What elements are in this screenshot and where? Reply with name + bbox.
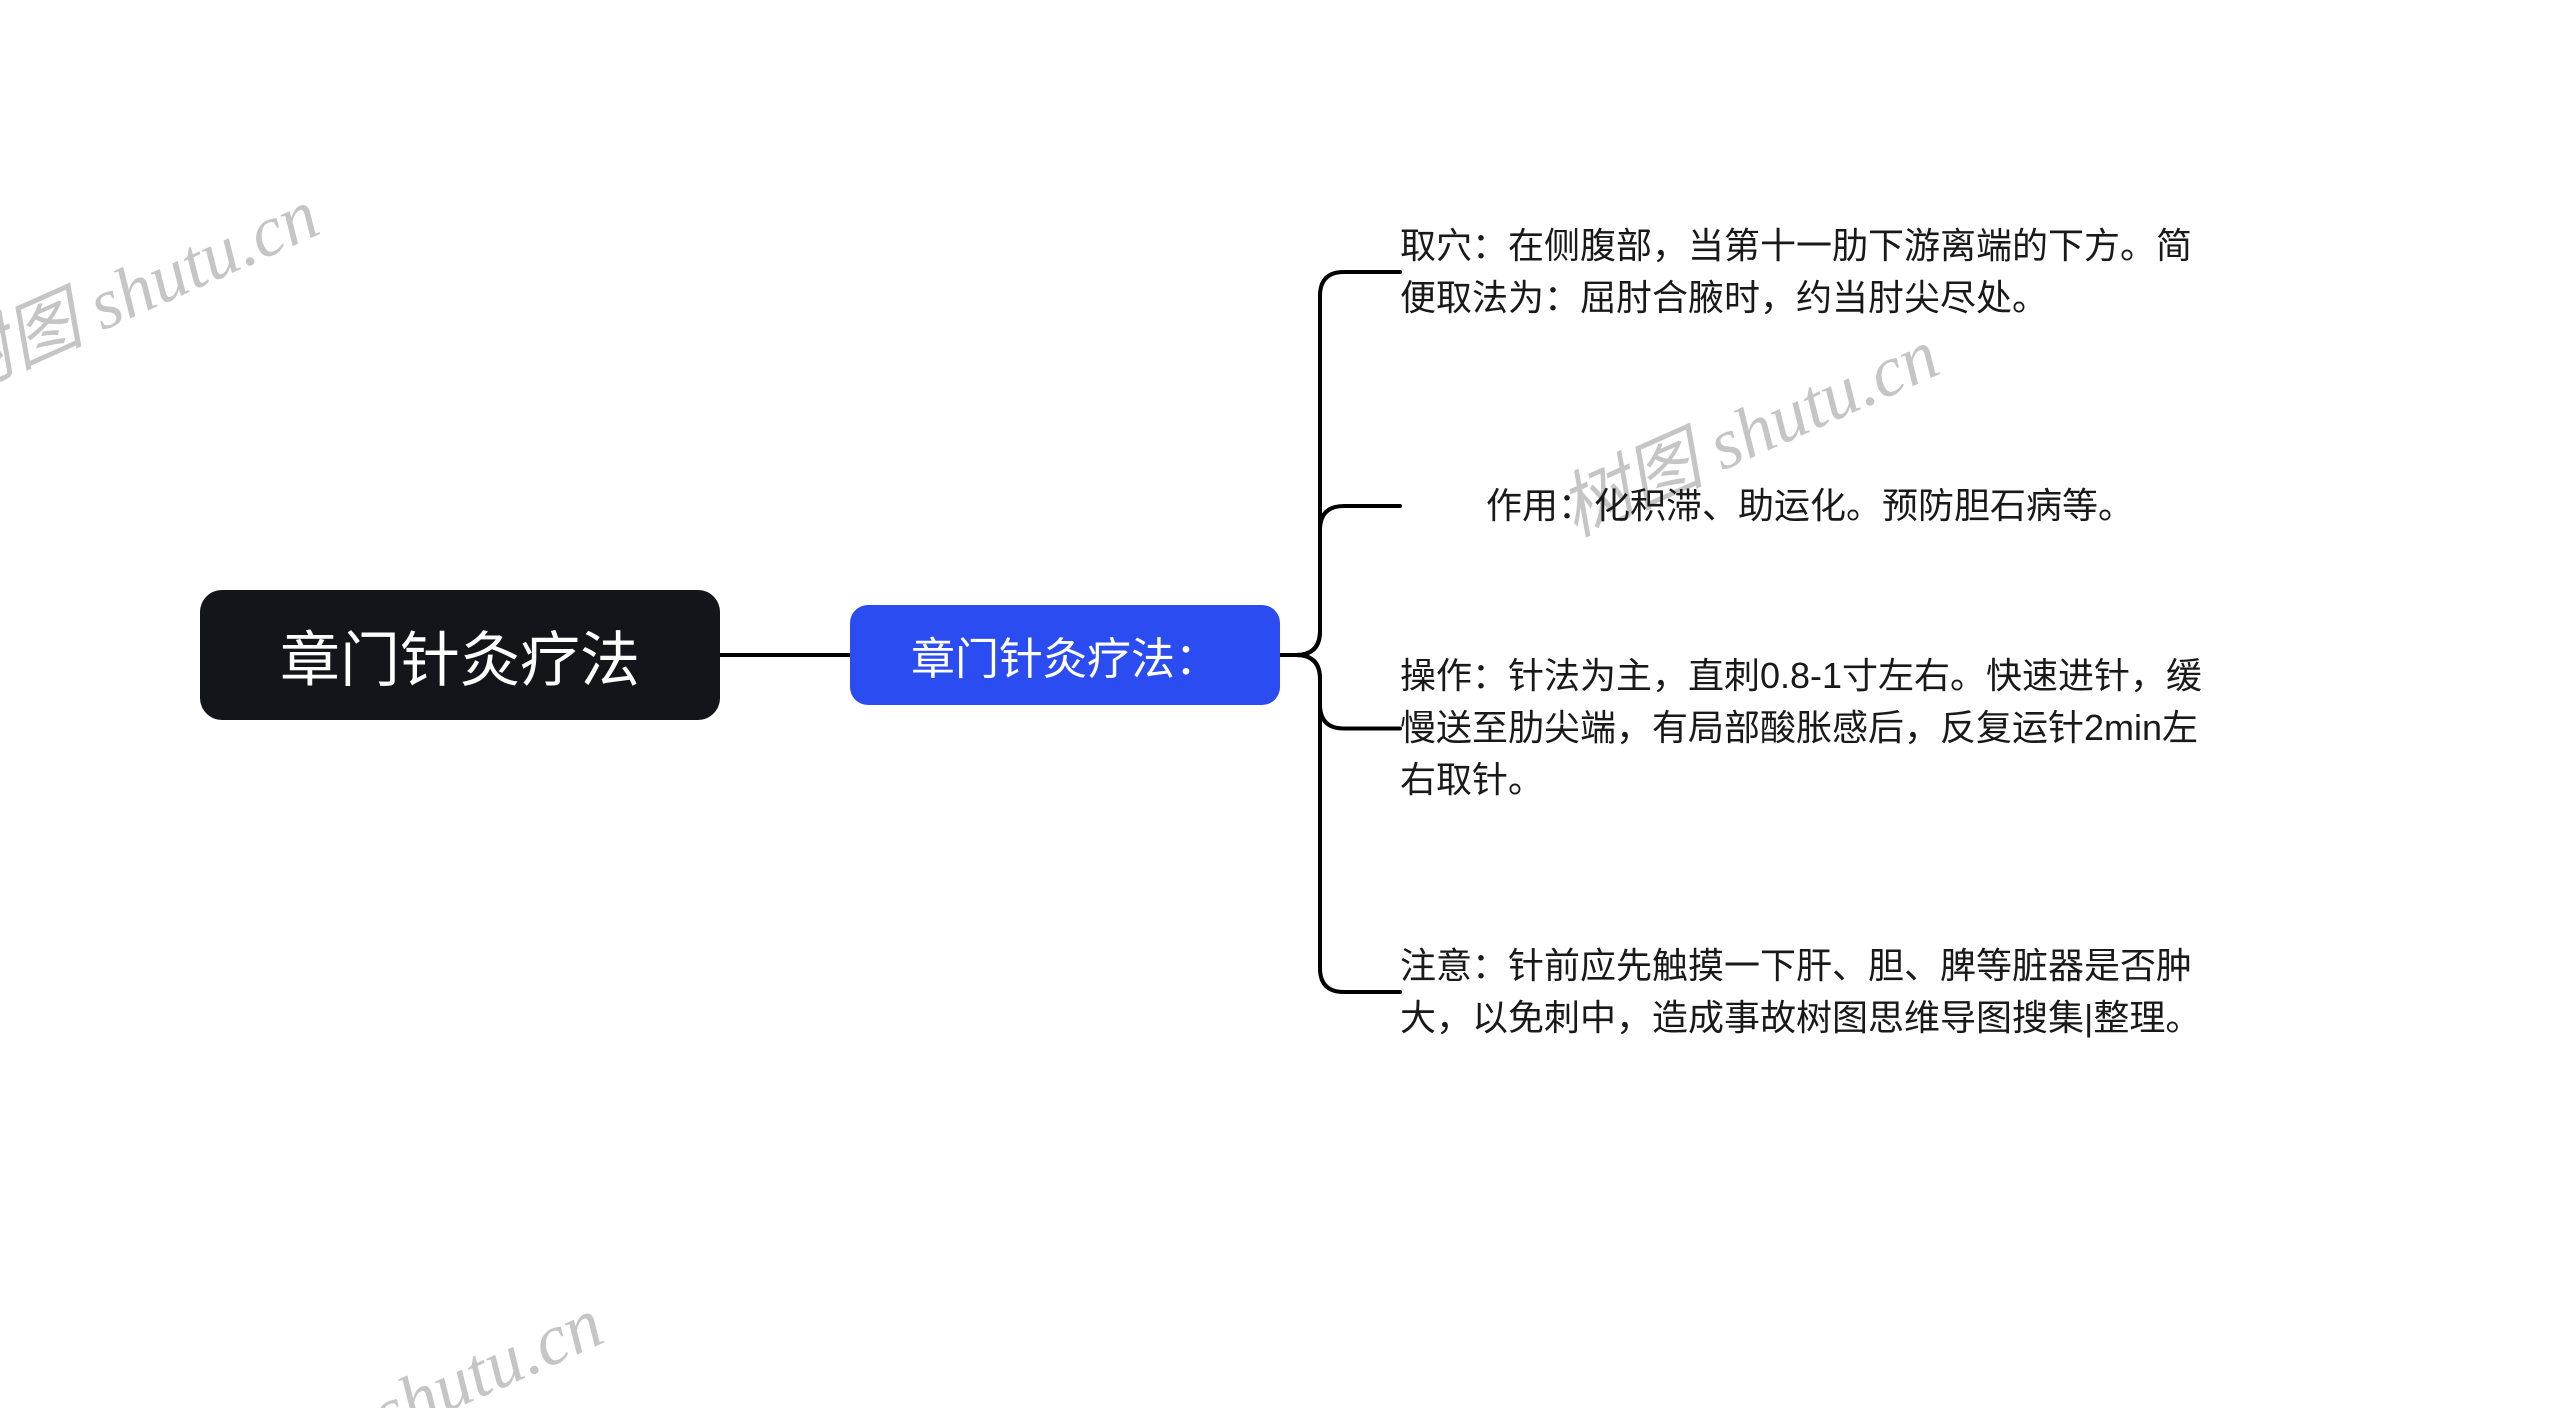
leaf-node[interactable]: 取穴：在侧腹部，当第十一肋下游离端的下方。简便取法为：屈肘合腋时，约当肘尖尽处。 xyxy=(1400,220,2220,324)
leaf-text: 注意：针前应先触摸一下肝、胆、脾等脏器是否肿大，以免刺中，造成事故树图思维导图搜… xyxy=(1400,940,2220,1044)
leaf-text: 取穴：在侧腹部，当第十一肋下游离端的下方。简便取法为：屈肘合腋时，约当肘尖尽处。 xyxy=(1400,220,2220,324)
root-label: 章门针灸疗法 xyxy=(280,612,640,699)
leaf-text: 操作：针法为主，直刺0.8-1寸左右。快速进针，缓慢送至肋尖端，有局部酸胀感后，… xyxy=(1400,650,2220,807)
leaf-node[interactable]: 注意：针前应先触摸一下肝、胆、脾等脏器是否肿大，以免刺中，造成事故树图思维导图搜… xyxy=(1400,940,2220,1044)
mindmap-canvas: 树图 shutu.cn 树图 shutu.cn shutu.cn 章门针灸疗法 … xyxy=(0,0,2560,1408)
leaf-text: 作用：化积滞、助运化。预防胆石病等。 xyxy=(1486,480,2134,532)
leaf-node[interactable]: 作用：化积滞、助运化。预防胆石病等。 xyxy=(1400,480,2220,532)
watermark: 树图 shutu.cn xyxy=(0,156,332,416)
watermark: shutu.cn xyxy=(360,1282,615,1408)
branch-node[interactable]: 章门针灸疗法： xyxy=(850,605,1280,705)
root-node[interactable]: 章门针灸疗法 xyxy=(200,590,720,720)
leaf-node[interactable]: 操作：针法为主，直刺0.8-1寸左右。快速进针，缓慢送至肋尖端，有局部酸胀感后，… xyxy=(1400,650,2220,807)
branch-label: 章门针灸疗法： xyxy=(911,623,1219,687)
